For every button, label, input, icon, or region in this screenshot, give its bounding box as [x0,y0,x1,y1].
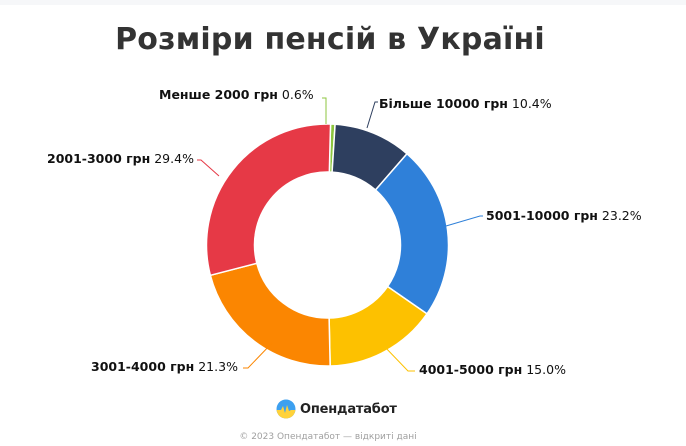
leader-line [366,101,378,129]
data-label-5001-10000: 5001-10000 грн 23.2% [486,208,642,223]
top-bar [0,0,686,5]
leader-line [243,342,273,369]
brand-name: Опендатабот [300,401,397,417]
data-label-4001-5000: 4001-5000 грн 15.0% [419,362,566,377]
data-label-2001-3000: 2001-3000 грн 29.4% [47,151,194,166]
leader-line [197,159,220,177]
data-label-over-10000: Більше 10000 грн 10.4% [379,96,552,111]
footer-copyright: © 2023 Опендатабот — відкриті дані [239,432,417,442]
opendatabot-logo-icon [276,399,296,419]
data-label-under-2000: Менше 2000 грн 0.6% [159,87,314,102]
leader-line [445,215,483,227]
donut-segment[interactable] [209,262,331,367]
donut-segment[interactable] [374,153,450,315]
chart-title: Розміри пенсій в Україні [115,22,545,57]
brand: Опендатабот [276,398,397,420]
donut-segment[interactable] [205,123,332,277]
leader-line [382,344,415,372]
leader-line [322,97,327,124]
data-label-3001-4000: 3001-4000 грн 21.3% [91,359,238,374]
